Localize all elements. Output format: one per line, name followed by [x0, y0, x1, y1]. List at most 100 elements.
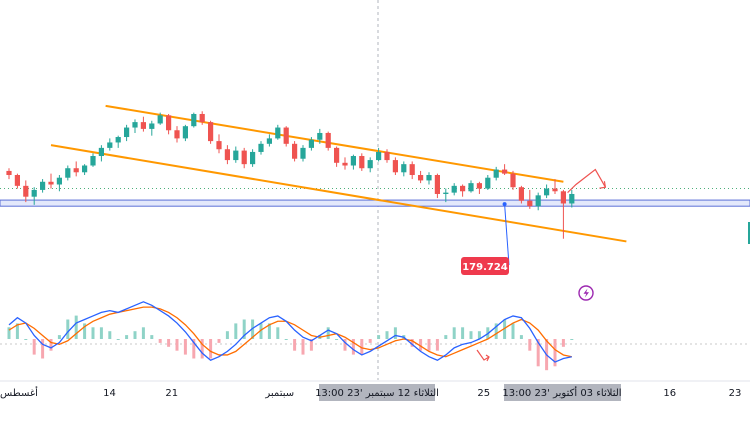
candle — [418, 170, 424, 184]
candle-body — [518, 187, 524, 201]
histogram-bar — [561, 339, 565, 347]
candle-body — [384, 151, 390, 161]
candle-body — [300, 147, 306, 159]
candle — [48, 173, 54, 189]
candle — [401, 161, 407, 177]
histogram-bar — [83, 323, 87, 339]
candle-body — [544, 188, 550, 196]
channel-upper-line[interactable] — [105, 104, 564, 183]
histogram-bar — [461, 327, 465, 339]
histogram-bar — [15, 323, 19, 339]
candle — [98, 145, 104, 162]
histogram-bar — [116, 339, 120, 340]
candle — [31, 187, 37, 205]
candle — [82, 164, 88, 175]
candle — [367, 157, 373, 173]
candle-body — [325, 132, 331, 148]
price-tag[interactable]: 179.724 — [461, 257, 509, 275]
candle-body — [560, 191, 566, 204]
candle-body — [367, 160, 373, 169]
histogram-bar — [511, 323, 515, 339]
histogram-bar — [259, 323, 263, 339]
candle-body — [124, 127, 130, 138]
candle — [325, 131, 331, 151]
candles-group — [6, 111, 575, 239]
candle — [317, 128, 323, 144]
candle-body — [132, 122, 138, 128]
lightning-alert-icon[interactable] — [578, 285, 594, 301]
candle-body — [308, 139, 314, 148]
histogram-bar — [326, 327, 330, 339]
candle-body — [502, 169, 508, 174]
candle — [107, 138, 113, 151]
histogram-bar — [125, 335, 129, 339]
candle — [140, 116, 146, 132]
candle — [434, 173, 440, 199]
candle — [376, 147, 382, 162]
histogram-bar — [284, 339, 288, 340]
candle-body — [266, 138, 272, 144]
candle-body — [174, 130, 180, 139]
candle — [6, 168, 12, 180]
candle — [250, 149, 256, 167]
candle — [535, 192, 541, 211]
price-tag-anchor-dot — [502, 202, 507, 207]
axis-highlight-1-label: الثلاثاء 12 سبتمبر '23 13:00 — [315, 388, 439, 399]
price-tag-box — [461, 257, 509, 275]
histogram-bar — [74, 315, 78, 339]
candle — [384, 149, 390, 163]
histogram-bar — [351, 339, 355, 355]
candle-body — [224, 149, 230, 161]
candle-body — [40, 181, 46, 190]
candle-body — [115, 137, 121, 143]
candle — [283, 126, 289, 147]
candle — [468, 180, 474, 193]
candle-body — [376, 151, 382, 161]
candle — [350, 154, 356, 170]
candle-body — [107, 142, 113, 148]
candle — [493, 166, 499, 181]
x-tick-label: أغسطس — [0, 386, 38, 399]
candle-body — [527, 200, 533, 207]
candle-body — [292, 143, 298, 159]
support-zone[interactable] — [0, 199, 750, 207]
candle-body — [149, 123, 155, 129]
histogram-bar — [175, 339, 179, 351]
candle-body — [476, 183, 482, 189]
projection-path[interactable] — [567, 168, 606, 194]
histogram-bar — [528, 339, 532, 351]
candle — [191, 112, 197, 128]
histogram-bar — [7, 327, 11, 339]
candle — [552, 179, 558, 194]
candle — [174, 126, 180, 143]
candle-body — [342, 162, 348, 166]
channel-lower-line[interactable] — [50, 144, 627, 243]
histogram-bar — [477, 331, 481, 339]
histogram-bar — [32, 339, 36, 355]
candle — [224, 145, 230, 165]
signal-line — [8, 306, 572, 358]
candle-body — [216, 141, 222, 150]
candle-body — [485, 177, 491, 189]
histogram-bar — [49, 339, 53, 351]
histogram-bar — [393, 327, 397, 339]
candle-body — [23, 185, 29, 197]
histogram-bar — [368, 339, 372, 343]
x-tick-label: 23 — [729, 388, 742, 399]
histogram-bar — [494, 323, 498, 339]
candle-body — [157, 115, 163, 124]
histogram-bar — [553, 339, 557, 367]
histogram-bar — [192, 339, 196, 359]
x-tick-label: 25 — [477, 388, 490, 399]
candle — [216, 134, 222, 154]
histogram-bar — [108, 331, 112, 339]
histogram-bar — [251, 319, 255, 339]
x-tick-label: 14 — [103, 388, 116, 399]
candle — [166, 113, 172, 135]
candle — [56, 175, 62, 192]
candle-body — [350, 156, 356, 166]
candle — [409, 161, 415, 180]
histogram-bar — [167, 339, 171, 347]
